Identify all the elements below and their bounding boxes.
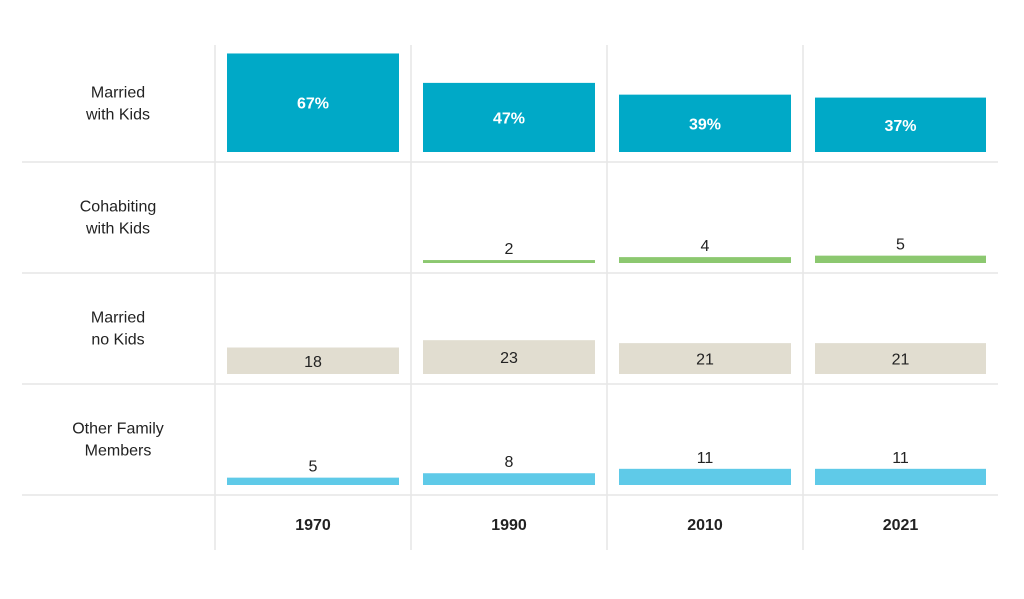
row-label: with Kids: [85, 107, 150, 124]
bar-value-label: 39%: [689, 116, 721, 133]
bar: [619, 343, 791, 374]
bar-value-label: 11: [892, 450, 909, 467]
bar: [815, 255, 986, 263]
bar-value-label: 47%: [493, 110, 525, 127]
bar-value-label: 37%: [884, 118, 916, 135]
bar-value-label: 18: [304, 354, 322, 371]
bar-value-label: 11: [697, 450, 714, 467]
bar-value-label: 67%: [297, 96, 329, 113]
x-tick-label: 1990: [491, 517, 527, 534]
bar: [619, 257, 791, 263]
bar: [815, 468, 986, 485]
bar: [423, 82, 595, 152]
bar: [227, 53, 399, 152]
bar: [227, 477, 399, 485]
row-label: Married: [91, 310, 145, 327]
bar: [815, 343, 986, 374]
row-label: with Kids: [85, 221, 150, 238]
bar: [619, 468, 791, 485]
bar: [423, 340, 595, 374]
bar: [423, 473, 595, 485]
row-label: Other Family: [72, 421, 164, 438]
x-tick-label: 1970: [295, 517, 331, 534]
row-label: no Kids: [91, 332, 144, 349]
bar-value-label: 8: [505, 454, 514, 471]
bar-value-label: 5: [896, 237, 905, 254]
bar: [815, 97, 986, 152]
bar: [227, 347, 399, 374]
row-label: Married: [91, 85, 145, 102]
bar-value-label: 21: [696, 352, 714, 369]
bar-value-label: 5: [309, 459, 318, 476]
bar-value-label: 2: [505, 241, 514, 258]
row-label: Cohabiting: [80, 199, 157, 216]
x-tick-label: 2010: [687, 517, 723, 534]
bar-value-label: 23: [500, 350, 518, 367]
bar-value-label: 21: [892, 352, 910, 369]
bar-value-label: 4: [701, 238, 710, 255]
bar: [423, 260, 595, 263]
row-label: Members: [85, 443, 152, 460]
x-tick-label: 2021: [883, 517, 919, 534]
bar: [619, 94, 791, 152]
